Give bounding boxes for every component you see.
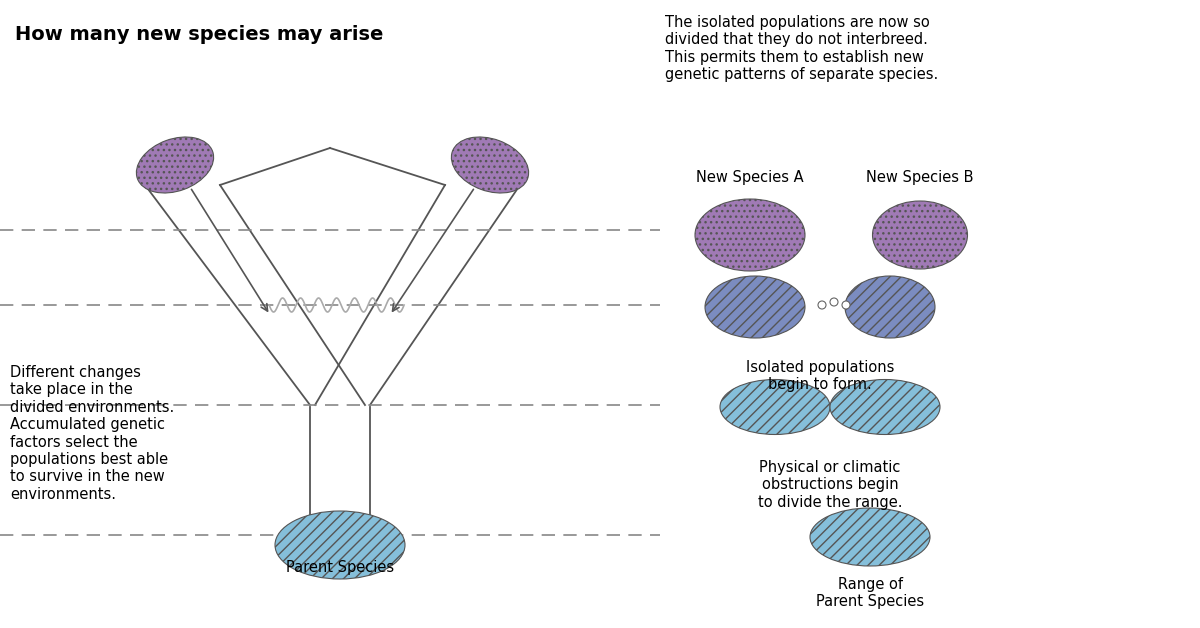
Ellipse shape <box>872 201 967 269</box>
Text: Physical or climatic
obstructions begin
to divide the range.: Physical or climatic obstructions begin … <box>757 460 902 510</box>
Ellipse shape <box>695 199 805 271</box>
Text: How many new species may arise: How many new species may arise <box>14 25 383 44</box>
Text: New Species B: New Species B <box>866 170 973 185</box>
Ellipse shape <box>706 276 805 338</box>
Ellipse shape <box>275 511 406 579</box>
Text: New Species A: New Species A <box>696 170 804 185</box>
Ellipse shape <box>845 276 935 338</box>
Ellipse shape <box>720 379 830 435</box>
Circle shape <box>842 301 850 309</box>
Text: Different changes
take place in the
divided environments.
Accumulated genetic
fa: Different changes take place in the divi… <box>10 365 174 502</box>
Ellipse shape <box>137 137 214 193</box>
Text: The isolated populations are now so
divided that they do not interbreed.
This pe: The isolated populations are now so divi… <box>665 15 938 82</box>
Circle shape <box>818 301 826 309</box>
Text: Range of
Parent Species: Range of Parent Species <box>816 577 924 609</box>
Ellipse shape <box>830 379 940 435</box>
Ellipse shape <box>810 508 930 566</box>
Text: Parent Species: Parent Species <box>286 560 394 575</box>
Circle shape <box>830 298 838 306</box>
Ellipse shape <box>451 137 529 193</box>
Text: Isolated populations
begin to form.: Isolated populations begin to form. <box>746 360 894 392</box>
